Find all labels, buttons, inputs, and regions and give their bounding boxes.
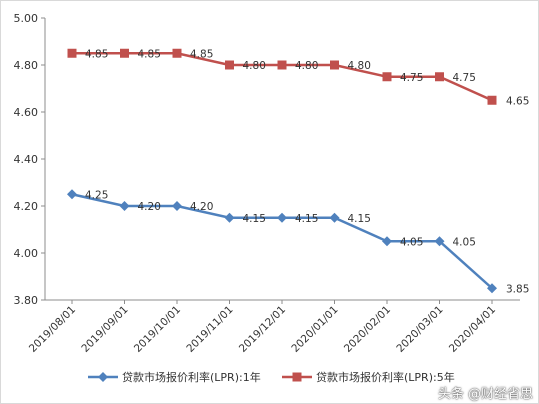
x-tick-label: 2019/09/01 bbox=[79, 304, 130, 355]
series-line-1 bbox=[71, 193, 493, 290]
data-label: 4.05 bbox=[453, 236, 476, 248]
data-point-marker bbox=[330, 60, 339, 70]
data-point-marker bbox=[434, 236, 445, 247]
data-point-marker bbox=[382, 236, 392, 247]
y-tick-label: 3.80 bbox=[14, 294, 39, 307]
data-label: 4.80 bbox=[295, 60, 318, 72]
data-label: 4.15 bbox=[243, 213, 266, 225]
y-tick-label: 4.00 bbox=[14, 247, 39, 260]
data-point-marker bbox=[487, 283, 497, 294]
x-tick-label: 2019/10/01 bbox=[132, 304, 183, 355]
data-label: 4.85 bbox=[190, 48, 213, 60]
data-label: 4.65 bbox=[506, 95, 529, 107]
x-tick-label: 2020/03/01 bbox=[394, 304, 445, 355]
data-point-marker bbox=[67, 48, 77, 58]
data-point-marker bbox=[224, 212, 235, 223]
x-tick-label: 2019/11/01 bbox=[184, 304, 235, 355]
legend-marker bbox=[98, 372, 108, 382]
data-point-marker bbox=[435, 72, 444, 82]
y-tick-label: 4.20 bbox=[14, 200, 39, 213]
series-line-2 bbox=[72, 52, 493, 102]
legend-label: 贷款市场报价利率(LPR):5年 bbox=[316, 370, 455, 384]
data-point-marker bbox=[225, 60, 234, 70]
x-tick-label: 2019/12/01 bbox=[237, 304, 288, 355]
data-point-marker bbox=[382, 72, 392, 82]
data-point-marker bbox=[277, 60, 287, 70]
x-tick-label: 2020/01/01 bbox=[289, 304, 340, 355]
data-point-marker bbox=[172, 201, 182, 211]
data-point-marker bbox=[120, 48, 129, 58]
data-point-marker bbox=[487, 95, 497, 105]
legend-label: 贷款市场报价利率(LPR):1年 bbox=[122, 370, 261, 384]
data-label: 4.75 bbox=[400, 72, 423, 84]
data-label: 4.80 bbox=[348, 60, 371, 72]
data-label: 4.80 bbox=[243, 60, 266, 72]
data-point-marker bbox=[329, 212, 340, 223]
data-label: 4.20 bbox=[190, 201, 213, 213]
data-point-marker bbox=[67, 189, 77, 200]
y-tick-label: 4.40 bbox=[14, 153, 39, 166]
data-label: 3.85 bbox=[506, 283, 529, 295]
data-label: 4.05 bbox=[400, 236, 423, 248]
y-tick-label: 4.60 bbox=[14, 106, 39, 119]
watermark: 头条 @财经省思 bbox=[437, 387, 533, 402]
x-tick-label: 2020/02/01 bbox=[342, 304, 393, 355]
y-tick-label: 5.00 bbox=[14, 12, 39, 25]
data-label: 4.20 bbox=[138, 201, 161, 213]
data-label: 4.15 bbox=[295, 213, 318, 225]
data-label: 4.85 bbox=[138, 48, 161, 60]
x-tick-label: 2020/04/01 bbox=[447, 304, 498, 355]
data-label: 4.15 bbox=[348, 213, 371, 225]
data-point-marker bbox=[119, 201, 130, 211]
data-point-marker bbox=[277, 212, 287, 223]
y-tick-label: 4.80 bbox=[14, 59, 39, 72]
data-label: 4.75 bbox=[453, 72, 476, 84]
data-label: 4.25 bbox=[85, 189, 108, 201]
data-point-marker bbox=[172, 48, 182, 58]
x-tick-label: 2019/08/01 bbox=[27, 304, 78, 355]
data-label: 4.85 bbox=[85, 48, 108, 60]
legend-marker bbox=[292, 372, 302, 382]
